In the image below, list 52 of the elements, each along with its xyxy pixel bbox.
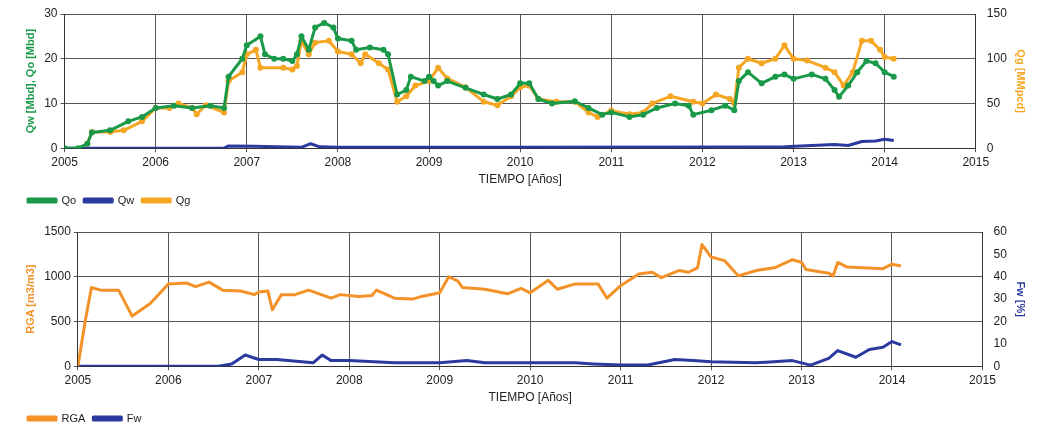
y2-tick-label: 100 bbox=[986, 51, 1008, 66]
x-tick-label: 2007 bbox=[233, 154, 261, 169]
x-tick-label: 2014 bbox=[878, 372, 906, 387]
y-axis-title: RGA [m3/m3] bbox=[23, 264, 36, 334]
x-tick-label: 2008 bbox=[335, 372, 363, 387]
x-tick-label: 2012 bbox=[689, 154, 717, 169]
y2-tick-label: 40 bbox=[993, 269, 1008, 284]
x-tick-label: 2015 bbox=[969, 372, 997, 387]
y-tick-label: 1500 bbox=[44, 224, 72, 239]
legend-label: Fw bbox=[126, 411, 142, 424]
x-tick-label: 2010 bbox=[506, 154, 534, 169]
y-tick-label: 30 bbox=[44, 6, 58, 21]
y2-tick-label: 20 bbox=[993, 313, 1008, 328]
x-tick-label: 2010 bbox=[516, 372, 544, 387]
y2-tick-label: 50 bbox=[986, 95, 1001, 110]
x-tick-label: 2005 bbox=[51, 154, 79, 169]
x-tick-label: 2009 bbox=[426, 372, 454, 387]
x-tick-label: 2011 bbox=[607, 372, 634, 387]
y-tick-label: 10 bbox=[44, 95, 58, 110]
x-axis-title: TIEMPO [Años] bbox=[478, 172, 562, 187]
x-tick-label: 2006 bbox=[155, 372, 183, 387]
y2-tick-label: 30 bbox=[993, 291, 1008, 306]
y-tick-label: 0 bbox=[64, 358, 72, 373]
x-tick-label: 2012 bbox=[697, 372, 725, 387]
y2-tick-label: 50 bbox=[993, 246, 1008, 261]
x-tick-label: 2014 bbox=[871, 154, 899, 169]
legend-label: Qw bbox=[117, 193, 135, 206]
y-tick-label: 1000 bbox=[44, 269, 72, 284]
y-tick-label: 20 bbox=[44, 51, 58, 66]
x-tick-label: 2008 bbox=[324, 154, 352, 169]
y2-tick-label: 60 bbox=[993, 224, 1008, 239]
y2-axis-title: Fw [%] bbox=[1015, 281, 1028, 318]
x-tick-label: 2013 bbox=[780, 154, 808, 169]
x-tick-label: 2006 bbox=[142, 154, 170, 169]
y2-axis-title: Qg [MMpcd] bbox=[1015, 49, 1028, 114]
y2-tick-label: 0 bbox=[993, 358, 1001, 373]
legend-label: Qg bbox=[175, 193, 191, 206]
y2-tick-label: 10 bbox=[993, 336, 1008, 351]
y-axis-title: Qw [Mbd], Qo [Mbd] bbox=[23, 28, 36, 134]
x-axis-title: TIEMPO [Años] bbox=[488, 390, 572, 405]
x-tick-label: 2005 bbox=[64, 372, 92, 387]
x-tick-label: 2011 bbox=[598, 154, 625, 169]
x-tick-label: 2013 bbox=[788, 372, 816, 387]
legend-label: RGA bbox=[61, 411, 86, 424]
y-tick-label: 500 bbox=[50, 313, 72, 328]
x-tick-label: 2007 bbox=[245, 372, 273, 387]
y2-tick-label: 0 bbox=[986, 140, 994, 155]
y2-tick-label: 150 bbox=[986, 6, 1008, 21]
x-tick-label: 2009 bbox=[415, 154, 443, 169]
legend-label: Qo bbox=[61, 193, 77, 206]
x-tick-label: 2015 bbox=[962, 154, 990, 169]
y-tick-label: 0 bbox=[50, 140, 58, 155]
